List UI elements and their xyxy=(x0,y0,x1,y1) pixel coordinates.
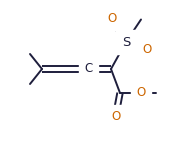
Text: O: O xyxy=(108,12,117,24)
Text: O: O xyxy=(136,87,146,99)
Text: S: S xyxy=(122,36,130,48)
Text: C: C xyxy=(84,63,93,75)
Text: O: O xyxy=(111,111,120,123)
Text: O: O xyxy=(142,43,152,56)
